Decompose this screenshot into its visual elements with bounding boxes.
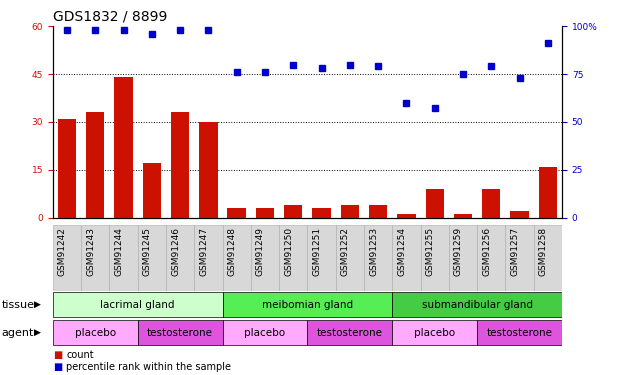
Bar (307, 225, 336, 291)
Text: GSM91256: GSM91256 (483, 227, 491, 276)
Text: ▶: ▶ (34, 300, 41, 309)
Bar (138, 225, 166, 291)
Bar (58, 118, 76, 218)
Bar (86, 112, 104, 218)
Bar (307, 320, 392, 345)
Text: GDS1832 / 8899: GDS1832 / 8899 (53, 10, 167, 24)
Text: ■: ■ (53, 362, 62, 372)
Text: agent: agent (1, 328, 34, 338)
Bar (477, 320, 562, 345)
Bar (171, 112, 189, 218)
Text: GSM91255: GSM91255 (426, 227, 435, 276)
Bar (114, 77, 133, 218)
Bar (109, 225, 138, 291)
Bar (256, 208, 274, 218)
Bar (454, 214, 472, 217)
Bar (369, 205, 388, 218)
Bar (420, 225, 449, 291)
Text: GSM91248: GSM91248 (228, 227, 237, 276)
Text: placebo: placebo (75, 328, 116, 338)
Bar (53, 320, 138, 345)
Text: GSM91251: GSM91251 (312, 227, 322, 276)
Text: placebo: placebo (414, 328, 455, 338)
Text: GSM91254: GSM91254 (397, 227, 406, 276)
Text: ▶: ▶ (34, 328, 41, 338)
Text: GSM91252: GSM91252 (341, 227, 350, 276)
Text: GSM91244: GSM91244 (114, 227, 124, 276)
Bar (341, 205, 359, 218)
Text: GSM91246: GSM91246 (171, 227, 180, 276)
Text: GSM91247: GSM91247 (199, 227, 209, 276)
Bar (482, 189, 501, 217)
Bar (227, 208, 246, 218)
Text: ■: ■ (53, 350, 62, 360)
Bar (251, 225, 279, 291)
Bar (533, 225, 562, 291)
Text: GSM91243: GSM91243 (86, 227, 95, 276)
Text: testosterone: testosterone (487, 328, 553, 338)
Bar (397, 214, 415, 217)
Bar (81, 225, 109, 291)
Text: GSM91253: GSM91253 (369, 227, 378, 276)
Text: GSM91245: GSM91245 (143, 227, 152, 276)
Bar (505, 225, 533, 291)
Bar (279, 225, 307, 291)
Bar (538, 166, 557, 218)
Text: percentile rank within the sample: percentile rank within the sample (66, 362, 232, 372)
Bar (222, 292, 392, 317)
Bar (425, 189, 444, 217)
Bar (392, 225, 420, 291)
Text: GSM91258: GSM91258 (539, 227, 548, 276)
Bar (222, 225, 251, 291)
Bar (392, 292, 562, 317)
Bar (138, 320, 222, 345)
Text: GSM91249: GSM91249 (256, 227, 265, 276)
Bar (199, 122, 217, 218)
Text: tissue: tissue (1, 300, 34, 310)
Bar (449, 225, 477, 291)
Text: testosterone: testosterone (317, 328, 383, 338)
Text: GSM91257: GSM91257 (510, 227, 520, 276)
Text: count: count (66, 350, 94, 360)
Text: GSM91259: GSM91259 (454, 227, 463, 276)
Bar (53, 225, 81, 291)
Text: submandibular gland: submandibular gland (422, 300, 533, 310)
Text: testosterone: testosterone (147, 328, 213, 338)
Text: GSM91242: GSM91242 (58, 227, 67, 276)
Bar (336, 225, 364, 291)
Bar (284, 205, 302, 218)
Text: placebo: placebo (245, 328, 286, 338)
Bar (143, 164, 161, 218)
Bar (392, 320, 477, 345)
Text: meibomian gland: meibomian gland (262, 300, 353, 310)
Bar (222, 320, 307, 345)
Bar (312, 208, 331, 218)
Bar (166, 225, 194, 291)
Text: GSM91250: GSM91250 (284, 227, 293, 276)
Bar (510, 211, 528, 217)
Bar (364, 225, 392, 291)
Bar (477, 225, 505, 291)
Text: lacrimal gland: lacrimal gland (101, 300, 175, 310)
Bar (194, 225, 222, 291)
Bar (53, 292, 222, 317)
